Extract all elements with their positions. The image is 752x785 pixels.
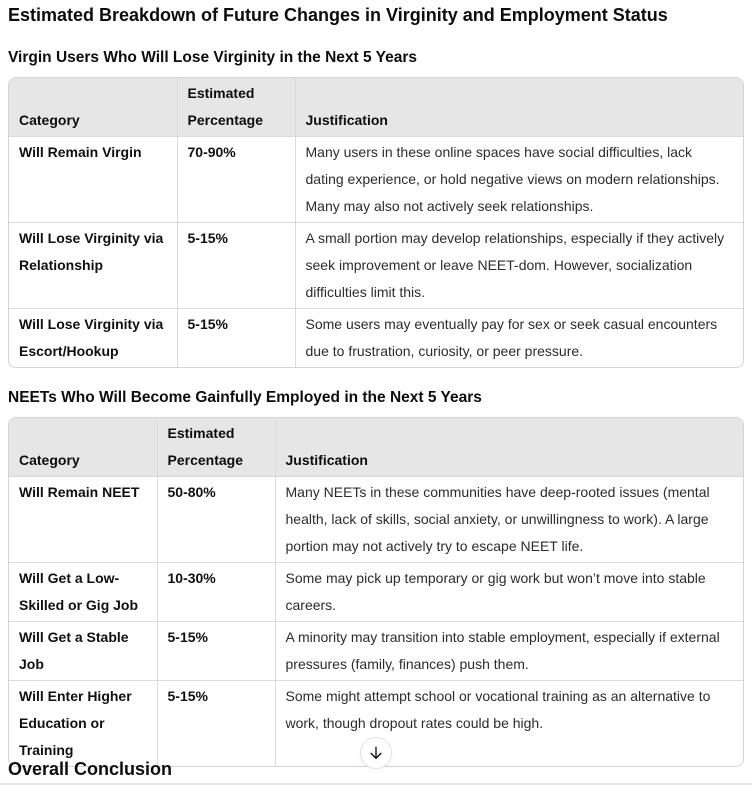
arrow-down-icon: [367, 744, 385, 762]
table-row: Will Lose Virginity via Escort/Hookup 5-…: [9, 308, 743, 367]
table-row: Will Remain NEET 50-80% Many NEETs in th…: [9, 476, 743, 563]
percentage-cell: 5-15%: [176, 308, 295, 367]
header-justification: Justification: [294, 78, 743, 137]
table-row: Will Get a Low-Skilled or Gig Job 10-30%…: [9, 562, 743, 622]
percentage-cell: 70-90%: [176, 136, 295, 223]
table-row: Will Enter Higher Education or Training …: [9, 680, 743, 766]
category-cell: Will Lose Virginity via Escort/Hookup: [9, 308, 177, 367]
table-row: Will Lose Virginity via Relationship 5-1…: [9, 222, 743, 309]
category-cell: Will Get a Stable Job: [9, 621, 157, 681]
page-title: Estimated Breakdown of Future Changes in…: [8, 5, 668, 25]
table-row: Will Remain Virgin 70-90% Many users in …: [9, 136, 743, 223]
justification-cell: Many users in these online spaces have s…: [294, 136, 743, 223]
percentage-cell: 5-15%: [156, 621, 275, 681]
header-estimated-percentage: Estimated Percentage: [156, 418, 275, 477]
virginity-table-container: Category Estimated Percentage Justificat…: [8, 77, 744, 368]
category-cell: Will Enter Higher Education or Training: [9, 680, 157, 766]
virginity-table: Category Estimated Percentage Justificat…: [9, 78, 743, 367]
percentage-cell: 5-15%: [176, 222, 295, 309]
header-estimated-percentage: Estimated Percentage: [176, 78, 295, 137]
section-heading-employment: NEETs Who Will Become Gainfully Employed…: [8, 389, 482, 406]
category-cell: Will Lose Virginity via Relationship: [9, 222, 177, 309]
category-cell: Will Get a Low-Skilled or Gig Job: [9, 562, 157, 622]
header-category: Category: [9, 78, 177, 137]
category-cell: Will Remain NEET: [9, 476, 157, 563]
section-heading-virginity: Virgin Users Who Will Lose Virginity in …: [8, 49, 418, 66]
justification-cell: Some users may eventually pay for sex or…: [294, 308, 743, 367]
header-justification: Justification: [274, 418, 743, 477]
table-row: Will Get a Stable Job 5-15% A minority m…: [9, 621, 743, 681]
justification-cell: A small portion may develop relationship…: [294, 222, 743, 309]
justification-cell: Some may pick up temporary or gig work b…: [274, 562, 743, 622]
conclusion-heading: Overall Conclusion: [8, 759, 173, 779]
scroll-to-bottom-button[interactable]: [360, 737, 392, 769]
table-header-row: Category Estimated Percentage Justificat…: [9, 78, 743, 137]
table-header-row: Category Estimated Percentage Justificat…: [9, 418, 743, 477]
justification-cell: Many NEETs in these communities have dee…: [274, 476, 743, 563]
employment-table-container: Category Estimated Percentage Justificat…: [8, 417, 744, 767]
percentage-cell: 10-30%: [156, 562, 275, 622]
category-cell: Will Remain Virgin: [9, 136, 177, 223]
justification-cell: A minority may transition into stable em…: [274, 621, 743, 681]
percentage-cell: 5-15%: [156, 680, 275, 766]
header-category: Category: [9, 418, 157, 477]
justification-cell: Some might attempt school or vocational …: [274, 680, 743, 766]
employment-table: Category Estimated Percentage Justificat…: [9, 418, 743, 766]
percentage-cell: 50-80%: [156, 476, 275, 563]
